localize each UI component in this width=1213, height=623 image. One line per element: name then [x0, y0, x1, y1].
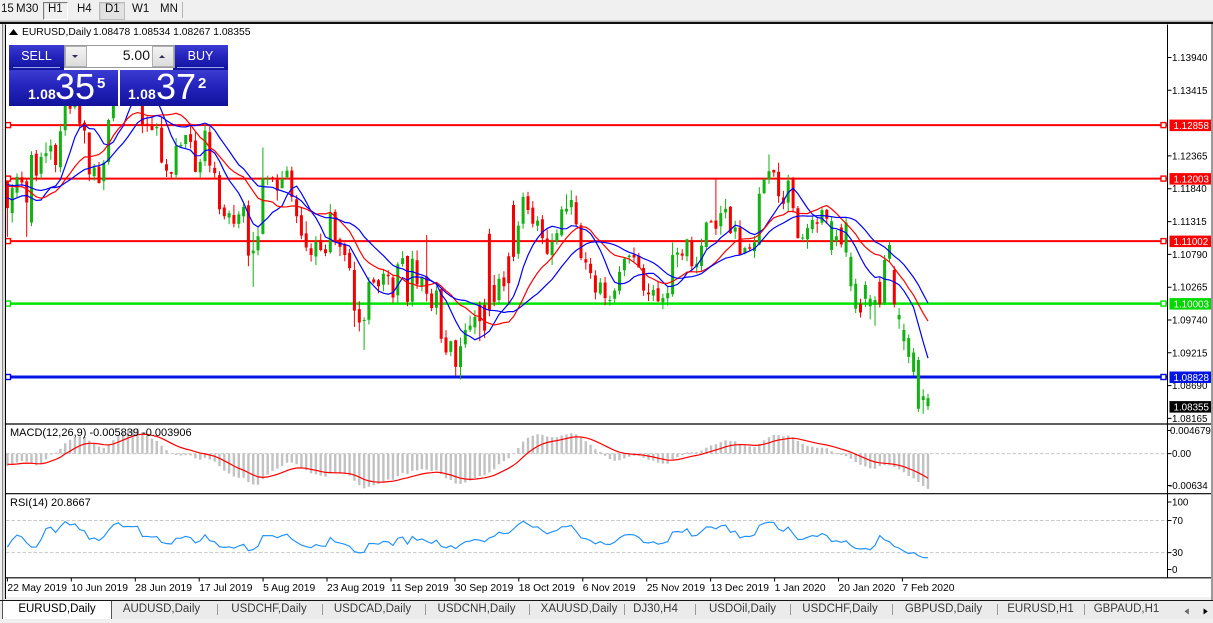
svg-text:1 Jan 2020: 1 Jan 2020 — [775, 583, 826, 594]
svg-text:17 Jul 2019: 17 Jul 2019 — [199, 583, 253, 594]
svg-text:1.10265: 1.10265 — [1172, 283, 1208, 294]
svg-text:1.09740: 1.09740 — [1172, 316, 1208, 327]
svg-text:1.13415: 1.13415 — [1172, 86, 1208, 97]
svg-text:1.11002: 1.11002 — [1174, 237, 1209, 248]
svg-text:MACD(12,26,9) -0.005839 -0.003: MACD(12,26,9) -0.005839 -0.003906 — [10, 427, 192, 439]
svg-text:1.08355: 1.08355 — [1174, 402, 1210, 413]
svg-text:1.09215: 1.09215 — [1172, 348, 1208, 359]
svg-text:28 Jun 2019: 28 Jun 2019 — [135, 583, 192, 594]
svg-text:1.13940: 1.13940 — [1172, 53, 1208, 64]
svg-text:6 Nov 2019: 6 Nov 2019 — [583, 583, 636, 594]
svg-text:10 Jun 2019: 10 Jun 2019 — [71, 583, 128, 594]
svg-text:13 Dec 2019: 13 Dec 2019 — [711, 583, 770, 594]
svg-text:25 Nov 2019: 25 Nov 2019 — [647, 583, 706, 594]
svg-text:1.08165: 1.08165 — [1172, 414, 1208, 425]
svg-text:5 Aug 2019: 5 Aug 2019 — [263, 583, 315, 594]
svg-text:1.11840: 1.11840 — [1172, 184, 1207, 195]
svg-text:1.12858: 1.12858 — [1174, 121, 1210, 132]
svg-text:20 Jan 2020: 20 Jan 2020 — [839, 583, 896, 594]
svg-text:23 Aug 2019: 23 Aug 2019 — [327, 583, 385, 594]
svg-text:30 Sep 2019: 30 Sep 2019 — [455, 583, 514, 594]
svg-text:1.08690: 1.08690 — [1172, 381, 1208, 392]
svg-text:1.08828: 1.08828 — [1174, 373, 1210, 384]
svg-text:1.12003: 1.12003 — [1174, 174, 1210, 185]
svg-text:1.12365: 1.12365 — [1172, 151, 1208, 162]
svg-text:11 Sep 2019: 11 Sep 2019 — [391, 583, 449, 594]
svg-text:-0.00634: -0.00634 — [1169, 481, 1208, 492]
svg-text:30: 30 — [1172, 548, 1183, 559]
svg-text:1.10790: 1.10790 — [1172, 250, 1208, 261]
svg-text:1.11315: 1.11315 — [1172, 217, 1207, 228]
svg-text:1.10003: 1.10003 — [1174, 299, 1210, 310]
svg-text:0.00: 0.00 — [1172, 449, 1192, 460]
svg-text:7 Feb 2020: 7 Feb 2020 — [902, 583, 954, 594]
svg-text:RSI(14) 20.8667: RSI(14) 20.8667 — [10, 497, 91, 509]
svg-text:70: 70 — [1172, 516, 1183, 527]
svg-text:100: 100 — [1172, 498, 1189, 509]
svg-text:18 Oct 2019: 18 Oct 2019 — [519, 583, 575, 594]
svg-text:22 May 2019: 22 May 2019 — [7, 583, 67, 594]
svg-text:0: 0 — [1172, 565, 1178, 576]
svg-text:1.08478 1.08534 1.08267 1.0835: 1.08478 1.08534 1.08267 1.08355 — [93, 27, 251, 38]
svg-text:0.004679: 0.004679 — [1170, 426, 1211, 437]
svg-text:EURUSD,Daily: EURUSD,Daily — [22, 27, 92, 38]
